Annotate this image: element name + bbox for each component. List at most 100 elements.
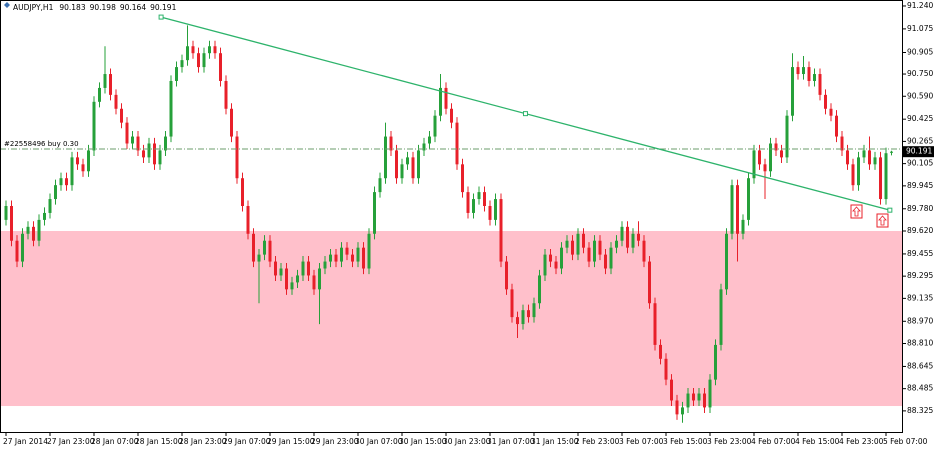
candle-body <box>774 143 778 151</box>
candle-body <box>609 247 613 269</box>
x-tick-label: 29 Jan 15:00 <box>267 437 315 446</box>
header-open: 90.183 <box>59 3 85 12</box>
candle-body <box>472 199 475 213</box>
buy-arrow <box>876 213 889 228</box>
candle-body <box>422 143 426 151</box>
arrow-box <box>876 213 889 228</box>
candle-body <box>829 108 833 116</box>
x-tick-label: 3 Feb 23:00 <box>707 437 752 446</box>
candle-body <box>334 254 338 262</box>
candle-body <box>626 226 629 248</box>
candle-body <box>549 254 552 262</box>
candle-body <box>175 67 178 81</box>
candle-body <box>356 247 360 262</box>
candle-body <box>477 192 481 200</box>
candle-body <box>395 150 398 179</box>
candle-body <box>604 254 607 269</box>
x-tick-label: 2 Feb 23:00 <box>575 437 620 446</box>
y-tick-label: 89.295 <box>907 271 933 280</box>
candle-body <box>532 303 536 318</box>
candle-body <box>659 344 662 359</box>
candle-body <box>246 205 250 234</box>
price-box-label: 90.191 <box>906 147 932 156</box>
x-tick-label: 28 Jan 23:00 <box>179 437 227 446</box>
x-tick-label: 31 Jan 15:00 <box>531 437 579 446</box>
candle-body <box>483 192 486 206</box>
trendline-handle <box>887 207 893 213</box>
candle-body <box>741 219 745 234</box>
candle-body <box>70 157 74 186</box>
candle-body <box>642 240 646 262</box>
candle-body <box>714 344 717 380</box>
candle-body <box>92 101 96 151</box>
candle-body <box>494 199 497 220</box>
candle-body <box>400 164 404 179</box>
candle-body <box>109 74 112 95</box>
candle-body <box>32 226 35 241</box>
candle-body <box>890 151 893 153</box>
candle-body <box>560 247 563 269</box>
candle-body <box>186 46 189 61</box>
x-tick-label: 29 Jan 07:00 <box>223 437 271 446</box>
candle-body <box>98 87 101 102</box>
x-tick-label: 3 Feb 15:00 <box>663 437 708 446</box>
candle-body <box>219 53 222 81</box>
candle-body <box>681 407 684 415</box>
arrow-icon <box>852 206 861 217</box>
candle-body <box>813 74 816 81</box>
candle-body <box>153 143 156 165</box>
candle-body <box>582 233 585 248</box>
candle-body <box>868 150 871 165</box>
candle-body <box>835 115 838 137</box>
candle-body <box>576 233 580 255</box>
candle-body <box>285 268 288 290</box>
candle-body <box>675 400 679 415</box>
candle-body <box>697 393 701 401</box>
x-tick-label: 30 Jan 07:00 <box>355 437 403 446</box>
candle-body <box>719 289 723 345</box>
price-zone <box>1 231 902 407</box>
x-tick-label: 28 Jan 07:00 <box>91 437 139 446</box>
candle-body <box>824 94 827 109</box>
candle-body <box>274 261 277 276</box>
candle-body <box>747 178 750 220</box>
candle-body <box>10 205 13 241</box>
candle-body <box>686 393 690 408</box>
candle-body <box>455 122 459 165</box>
candle-body <box>301 261 305 276</box>
candle-body <box>648 261 651 304</box>
candle-body <box>241 178 244 206</box>
candle-body <box>461 164 464 193</box>
price-box <box>902 146 934 158</box>
candle-body <box>312 275 316 290</box>
candle-body <box>125 122 129 144</box>
candle-body <box>758 150 761 165</box>
candle-body <box>235 136 239 179</box>
candle-body <box>796 67 800 75</box>
candle-body <box>43 212 46 220</box>
candle-body <box>307 261 310 276</box>
candle-body <box>527 310 530 318</box>
candle-body <box>65 178 68 186</box>
candle-body <box>433 115 437 137</box>
candle-body <box>428 136 431 144</box>
candle-body <box>87 150 90 172</box>
candle-body <box>147 143 151 158</box>
candle-body <box>444 87 448 109</box>
candle-layer <box>4 25 893 423</box>
candle-body <box>323 261 327 269</box>
candle-body <box>879 157 882 200</box>
y-tick-label: 90.590 <box>907 91 933 100</box>
header-high: 90.198 <box>90 3 116 12</box>
candle-body <box>257 254 261 262</box>
candle-body <box>296 275 299 283</box>
candle-body <box>692 393 695 401</box>
x-tick-label: 31 Jan 07:00 <box>487 437 535 446</box>
y-tick-label: 89.135 <box>907 293 933 302</box>
candle-body <box>780 150 783 158</box>
candle-body <box>505 261 508 290</box>
candle-body <box>345 247 349 255</box>
x-tick-label: 29 Jan 23:00 <box>311 437 359 446</box>
order-label: #22558496 buy 0.30 <box>4 140 79 148</box>
